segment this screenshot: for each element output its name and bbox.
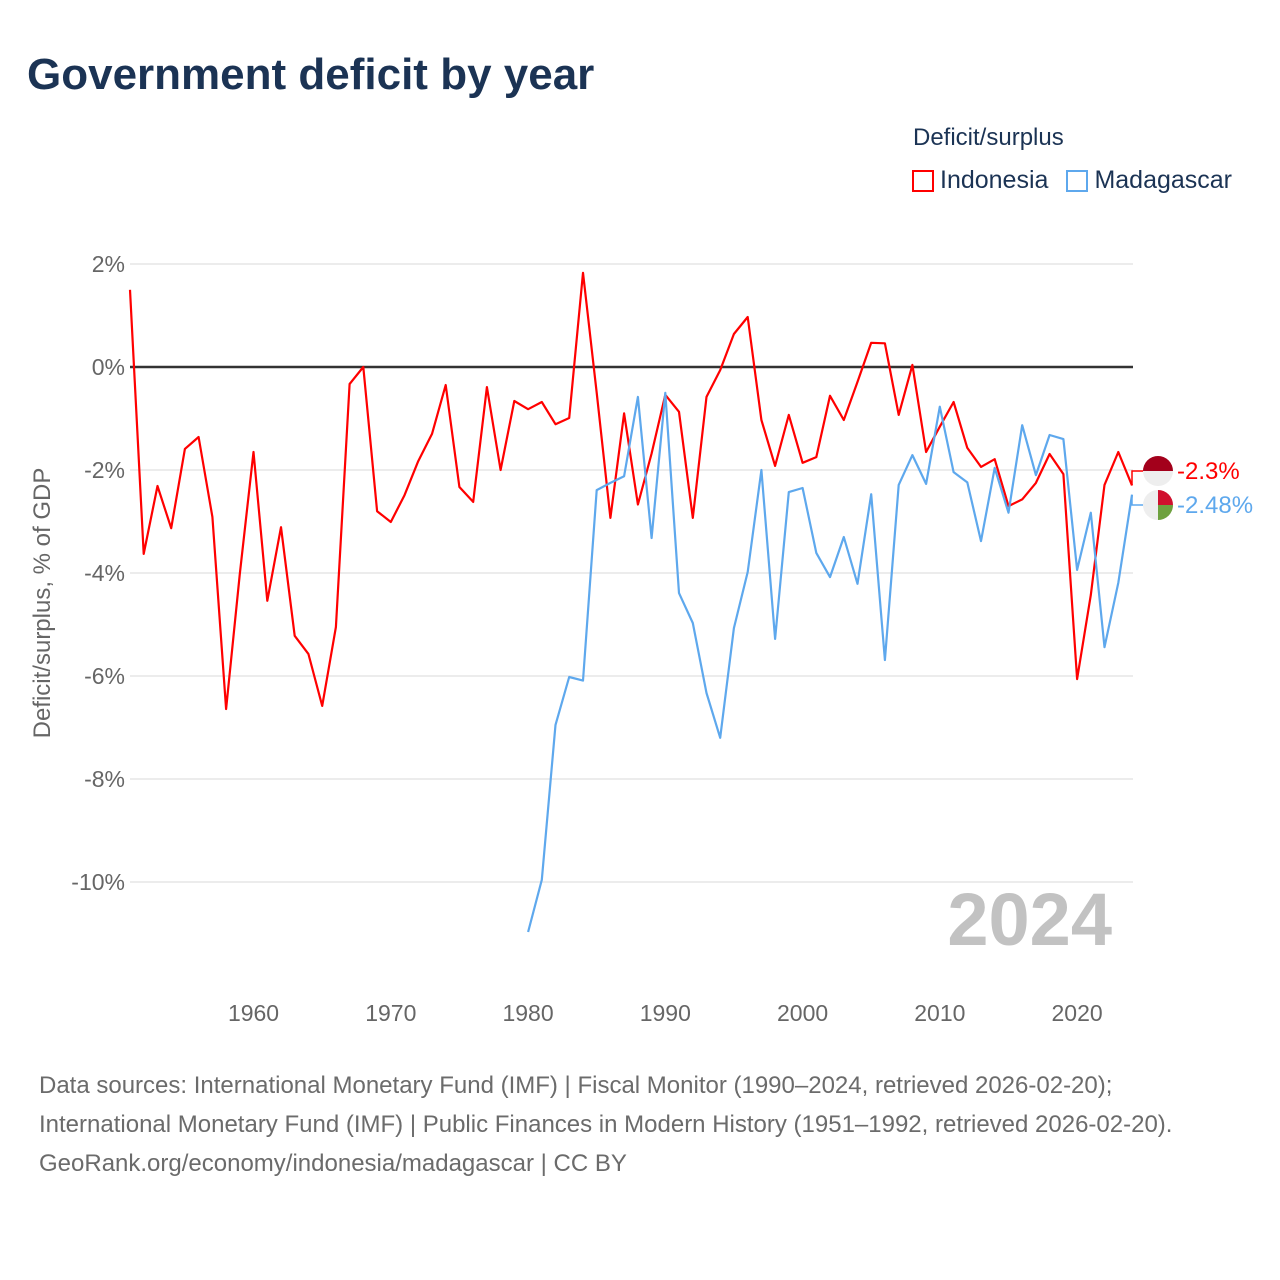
legend-item-madagascar[interactable]: Madagascar: [1066, 166, 1232, 195]
x-tick-label: 1970: [365, 1000, 416, 1026]
end-value-label: -2.3%: [1177, 458, 1240, 485]
end-label-connector: [1131, 470, 1143, 486]
legend-label: Madagascar: [1094, 166, 1233, 194]
y-tick-label: -4%: [84, 560, 125, 586]
y-tick-label: 0%: [92, 354, 125, 380]
x-tick-label: 1980: [502, 1000, 553, 1026]
indonesia-flag-icon: [1143, 456, 1173, 486]
footer: Data sources: International Monetary Fun…: [39, 1066, 1239, 1183]
end-value-label: -2.48%: [1177, 492, 1253, 519]
legend: Indonesia Madagascar: [912, 166, 1232, 195]
end-label-connector: [1131, 494, 1143, 506]
y-tick-label: -8%: [84, 766, 125, 792]
data-sources: Data sources: International Monetary Fun…: [39, 1072, 1173, 1138]
madagascar-flag-icon: [1143, 490, 1173, 520]
y-tick-label: -6%: [84, 663, 125, 689]
legend-title: Deficit/surplus: [913, 124, 1064, 151]
x-tick-label: 2000: [777, 1000, 828, 1026]
year-watermark: 2024: [947, 878, 1112, 961]
series-line-madagascar[interactable]: [527, 391, 1134, 933]
series-line-indonesia[interactable]: [128, 271, 1134, 711]
y-axis-label: Deficit/surplus, % of GDP: [29, 468, 56, 739]
line-chart: 2% 0% -2% -4% -6% -8% -10% 1960 1970 1980 1990 2000…: [29, 251, 1253, 1026]
x-tick-label: 2020: [1052, 1000, 1103, 1026]
legend-swatch-madagascar: [1066, 169, 1089, 192]
x-tick-label: 2010: [914, 1000, 965, 1026]
x-tick-label: 1960: [228, 1000, 279, 1026]
x-tick-label: 1990: [640, 1000, 691, 1026]
chart-title: Government deficit by year: [27, 50, 595, 99]
legend-label: Indonesia: [940, 166, 1049, 194]
y-tick-label: 2%: [92, 251, 125, 277]
legend-swatch-indonesia: [912, 169, 934, 192]
y-tick-label: -10%: [71, 869, 125, 895]
credit-link[interactable]: GeoRank.org/economy/indonesia/madagascar…: [39, 1150, 627, 1177]
y-tick-label: -2%: [84, 457, 125, 483]
legend-item-indonesia[interactable]: Indonesia: [912, 166, 1048, 195]
